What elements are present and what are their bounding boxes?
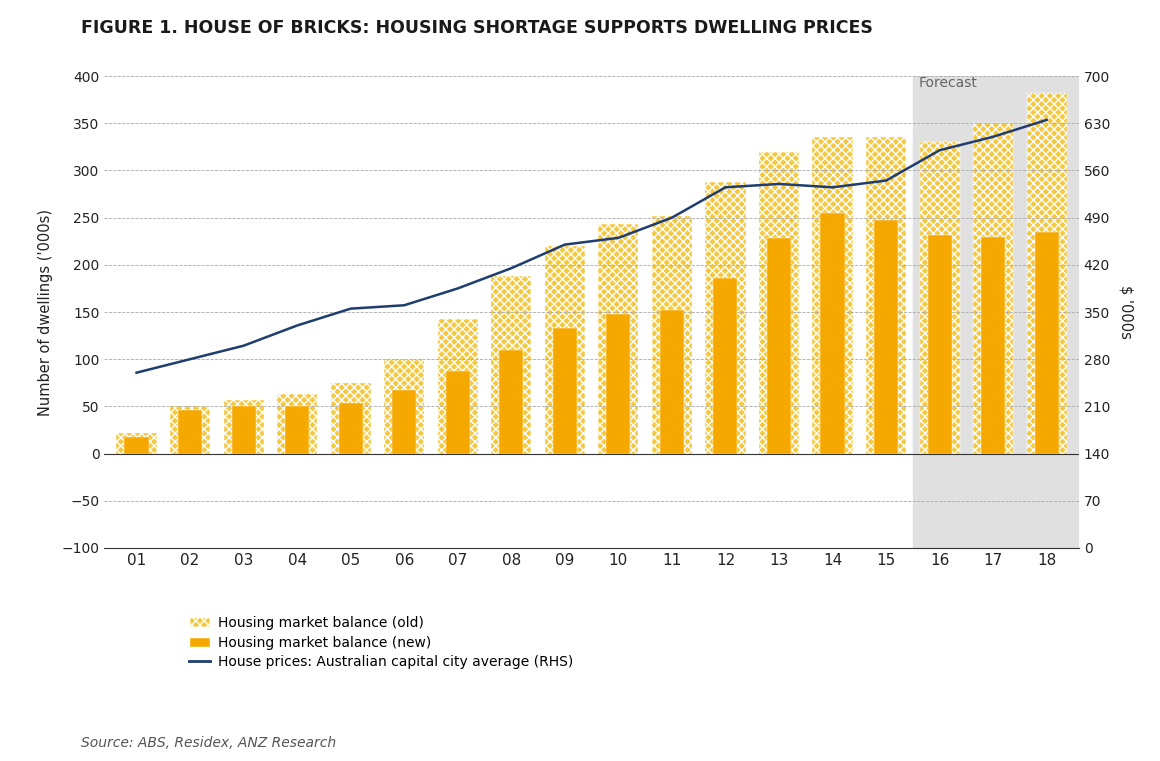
House prices: Australian capital city average (RHS): (8, 450): Australian capital city average (RHS): (…: [558, 240, 572, 249]
Bar: [820, 213, 844, 454]
House prices: Australian capital city average (RHS): (6, 385): Australian capital city average (RHS): (…: [451, 284, 465, 293]
Line: House prices: Australian capital city average (RHS): House prices: Australian capital city av…: [137, 120, 1046, 373]
Bar: [652, 216, 693, 454]
Bar: [277, 394, 317, 454]
Bar: [1027, 93, 1067, 454]
House prices: Australian capital city average (RHS): (16, 610): Australian capital city average (RHS): (…: [986, 132, 1000, 142]
House prices: Australian capital city average (RHS): (13, 535): Australian capital city average (RHS): (…: [826, 183, 840, 192]
Bar: [607, 314, 630, 454]
Text: Forecast: Forecast: [919, 76, 977, 90]
Bar: [232, 406, 255, 454]
Bar: [553, 328, 577, 454]
Bar: [224, 400, 263, 454]
Bar: [660, 310, 684, 454]
Text: Source: ABS, Residex, ANZ Research: Source: ABS, Residex, ANZ Research: [81, 736, 336, 750]
Bar: [285, 406, 310, 454]
Y-axis label: $ '000s: $ '000s: [1118, 285, 1133, 339]
Bar: [920, 142, 959, 454]
Bar: [973, 123, 1013, 454]
Text: FIGURE 1. HOUSE OF BRICKS: HOUSING SHORTAGE SUPPORTS DWELLING PRICES: FIGURE 1. HOUSE OF BRICKS: HOUSING SHORT…: [81, 19, 873, 37]
Bar: [331, 383, 371, 454]
Bar: [339, 403, 363, 454]
Legend: Housing market balance (old), Housing market balance (new), House prices: Austra: Housing market balance (old), Housing ma…: [189, 616, 574, 670]
Bar: [913, 76, 1079, 548]
Bar: [759, 151, 799, 454]
House prices: Australian capital city average (RHS): (12, 540): Australian capital city average (RHS): (…: [773, 180, 786, 189]
Bar: [499, 350, 523, 454]
House prices: Australian capital city average (RHS): (5, 360): Australian capital city average (RHS): (…: [397, 301, 411, 310]
Bar: [705, 182, 746, 454]
Bar: [171, 406, 210, 454]
House prices: Australian capital city average (RHS): (9, 460): Australian capital city average (RHS): (…: [611, 234, 625, 243]
Bar: [873, 221, 898, 454]
Bar: [384, 359, 425, 454]
Bar: [491, 276, 531, 454]
Bar: [867, 138, 906, 454]
Bar: [599, 224, 638, 454]
House prices: Australian capital city average (RHS): (3, 330): Australian capital city average (RHS): (…: [290, 321, 304, 330]
Bar: [124, 437, 148, 454]
Bar: [437, 319, 478, 454]
Bar: [928, 234, 951, 454]
House prices: Australian capital city average (RHS): (15, 590): Australian capital city average (RHS): (…: [933, 145, 947, 154]
Bar: [1035, 232, 1059, 454]
Bar: [767, 238, 791, 454]
Bar: [392, 390, 416, 454]
House prices: Australian capital city average (RHS): (14, 545): Australian capital city average (RHS): (…: [879, 176, 893, 185]
House prices: Australian capital city average (RHS): (11, 535): Australian capital city average (RHS): (…: [718, 183, 732, 192]
Bar: [177, 410, 202, 454]
House prices: Australian capital city average (RHS): (7, 415): Australian capital city average (RHS): (…: [505, 263, 519, 272]
House prices: Australian capital city average (RHS): (17, 635): Australian capital city average (RHS): (…: [1039, 116, 1053, 125]
House prices: Australian capital city average (RHS): (10, 490): Australian capital city average (RHS): (…: [665, 213, 679, 222]
Y-axis label: Number of dwellings ('000s): Number of dwellings ('000s): [38, 209, 53, 416]
Bar: [812, 138, 853, 454]
Bar: [545, 246, 585, 454]
House prices: Australian capital city average (RHS): (0, 260): Australian capital city average (RHS): (…: [130, 368, 144, 377]
Bar: [981, 237, 1006, 454]
Bar: [116, 433, 157, 454]
House prices: Australian capital city average (RHS): (4, 355): Australian capital city average (RHS): (…: [343, 304, 357, 314]
House prices: Australian capital city average (RHS): (2, 300): Australian capital city average (RHS): (…: [237, 341, 251, 350]
Bar: [713, 278, 738, 454]
Bar: [445, 371, 470, 454]
House prices: Australian capital city average (RHS): (1, 280): Australian capital city average (RHS): (…: [183, 355, 197, 364]
